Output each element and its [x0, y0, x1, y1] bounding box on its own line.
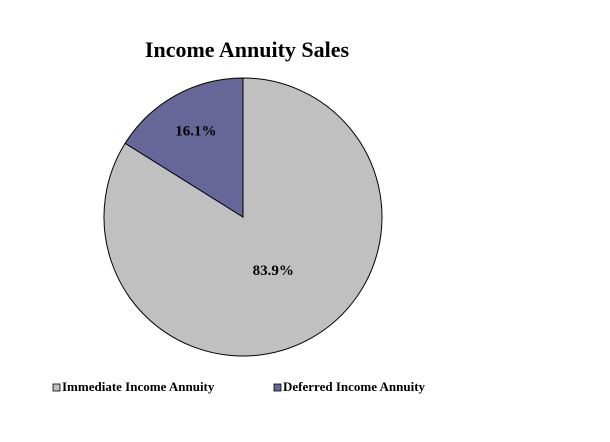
legend-swatch: [52, 383, 61, 392]
chart-title: Income Annuity Sales: [145, 37, 350, 62]
pie-slice: [103, 77, 383, 357]
legend-swatch: [273, 383, 282, 392]
data-label: 16.1%: [175, 123, 216, 139]
data-label: 83.9%: [253, 263, 294, 279]
legend-label: Immediate Income Annuity: [62, 379, 215, 394]
pie-slice: [124, 77, 244, 218]
legend-label: Deferred Income Annuity: [283, 379, 426, 394]
